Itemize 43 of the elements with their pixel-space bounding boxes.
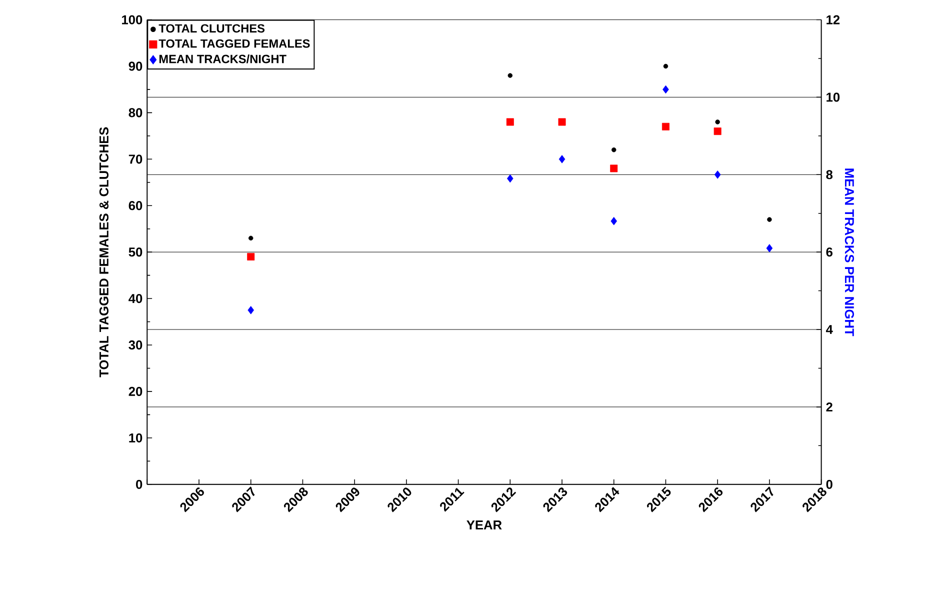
legend-label: MEAN TRACKS/NIGHT — [159, 54, 286, 64]
point — [662, 85, 669, 94]
y-tick-label: 0 — [136, 480, 142, 489]
y2-tick-label: 2 — [826, 402, 832, 412]
legend-label: TOTAL CLUTCHES — [158, 24, 265, 33]
y2-tick-label: 12 — [826, 15, 840, 24]
legend-label: TOTAL TAGGED FEMALES — [158, 39, 310, 48]
point — [715, 120, 720, 124]
point — [610, 216, 618, 226]
point — [506, 118, 514, 126]
point — [558, 118, 566, 126]
point — [612, 147, 616, 152]
y-tick-label: 40 — [128, 294, 142, 304]
y2-tick-label: 4 — [826, 325, 833, 334]
y-tick-label: 100 — [122, 15, 142, 24]
y-tick-label: 30 — [128, 340, 142, 350]
y2-tick-label: 8 — [826, 170, 833, 180]
y-tick-label: 10 — [129, 433, 142, 442]
y-tick-label: 20 — [128, 386, 142, 396]
y2-axis-title: MEAN TRACKS PER NIGHT — [844, 168, 854, 336]
point — [767, 217, 772, 222]
y-tick-label: 60 — [128, 201, 142, 210]
y-tick-label: 80 — [128, 108, 142, 118]
point — [766, 244, 773, 252]
point — [662, 122, 670, 130]
y2-tick-label: 6 — [826, 248, 832, 257]
point — [714, 170, 721, 179]
y2-tick-label: 0 — [826, 480, 832, 489]
y-tick-label: 50 — [128, 248, 142, 257]
point — [506, 174, 514, 183]
y-tick-label: 70 — [128, 154, 142, 164]
point — [248, 306, 254, 314]
y-tick-label: 90 — [128, 62, 142, 71]
point — [248, 236, 254, 240]
point — [714, 128, 722, 135]
y-axis-title: TOTAL TAGGED FEMALES & CLUTCHES — [99, 127, 108, 378]
point — [247, 252, 255, 260]
point — [508, 73, 513, 78]
y2-tick-label: 10 — [826, 92, 840, 102]
point — [558, 154, 566, 164]
point — [663, 64, 668, 69]
point — [610, 164, 618, 172]
x-axis-title: YEAR — [466, 520, 502, 530]
